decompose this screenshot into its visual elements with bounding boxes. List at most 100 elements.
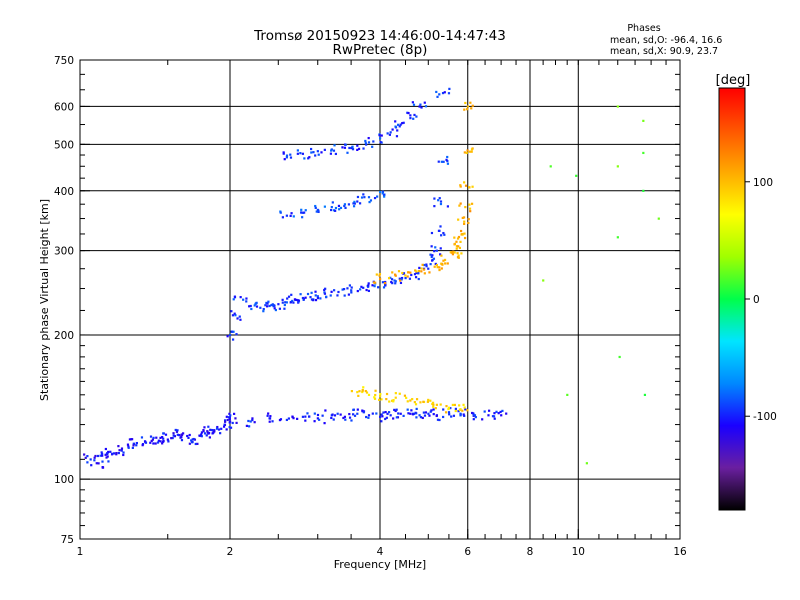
data-point (367, 282, 370, 285)
data-point (200, 433, 203, 436)
data-point (495, 410, 498, 413)
data-point (379, 392, 382, 396)
data-point (375, 412, 378, 415)
data-point (283, 307, 286, 310)
data-point (396, 129, 399, 132)
y-tick-label: 600 (54, 101, 74, 113)
data-point (281, 216, 284, 219)
data-point (472, 413, 475, 416)
data-point (549, 165, 552, 168)
data-point (390, 280, 393, 284)
data-point (455, 247, 458, 250)
data-point (235, 333, 238, 336)
data-point (320, 151, 323, 154)
data-point (301, 211, 305, 214)
data-point (432, 257, 436, 260)
data-point (106, 452, 109, 455)
data-point (144, 441, 148, 444)
data-point (302, 298, 305, 301)
data-point (314, 294, 317, 297)
data-point (410, 273, 413, 277)
data-point (93, 456, 96, 459)
data-point (149, 441, 152, 444)
data-point (310, 151, 313, 154)
data-point (454, 407, 457, 410)
data-point (471, 411, 474, 415)
data-point (282, 152, 285, 155)
data-point (413, 113, 416, 117)
data-point (230, 310, 233, 313)
data-point (86, 455, 89, 458)
data-point (401, 122, 404, 125)
data-point (438, 229, 441, 232)
data-point (132, 442, 136, 445)
data-point (435, 403, 438, 406)
data-point (140, 436, 144, 439)
data-point (436, 418, 440, 421)
data-point (442, 231, 445, 235)
data-point (341, 288, 344, 291)
data-point (432, 408, 435, 411)
data-point (330, 290, 333, 293)
data-point (394, 392, 397, 395)
data-point (386, 132, 389, 135)
data-point (296, 299, 299, 302)
data-point (361, 409, 364, 412)
data-point (417, 277, 420, 281)
data-point (367, 141, 371, 144)
data-point (118, 449, 121, 452)
data-point (239, 318, 242, 321)
data-point (542, 279, 545, 282)
data-point (404, 276, 407, 280)
data-point (101, 460, 104, 463)
data-point (333, 289, 336, 292)
data-point (285, 214, 288, 217)
data-point (436, 266, 439, 269)
data-point (115, 453, 118, 456)
data-point (380, 398, 383, 401)
data-point (393, 408, 396, 411)
data-point (379, 395, 382, 398)
data-point (336, 412, 339, 415)
data-point (203, 432, 207, 435)
data-point (161, 442, 164, 445)
data-point (316, 295, 319, 298)
data-point (439, 200, 443, 203)
data-point (381, 415, 384, 418)
y-axis-label: Stationary phase Virtual Height [km] (38, 199, 51, 401)
data-point (113, 452, 116, 455)
data-point (329, 152, 332, 155)
data-point (262, 307, 265, 311)
data-point (409, 117, 412, 120)
data-point (432, 403, 435, 406)
data-point (174, 428, 177, 432)
data-point (462, 403, 465, 406)
data-point (456, 256, 460, 259)
data-point (419, 401, 422, 404)
data-point (101, 452, 104, 456)
data-point (323, 292, 327, 295)
data-point (159, 436, 162, 439)
data-point (443, 233, 446, 236)
data-point (239, 296, 242, 299)
data-point (449, 406, 452, 410)
data-point (316, 296, 320, 300)
data-point (248, 425, 251, 428)
data-point (439, 403, 442, 406)
data-point (401, 271, 404, 275)
data-point (430, 255, 433, 258)
data-point (352, 205, 356, 208)
data-point (618, 355, 621, 359)
data-point (99, 454, 102, 457)
colorbar-tick-label: 100 (753, 177, 773, 189)
data-point (415, 412, 418, 415)
data-point (104, 447, 107, 451)
data-point (415, 416, 418, 419)
data-point (352, 413, 355, 416)
data-point (468, 203, 471, 206)
data-point (380, 141, 383, 144)
data-point (212, 431, 215, 434)
data-point (267, 300, 270, 303)
data-point (384, 284, 387, 287)
data-point (441, 263, 444, 266)
